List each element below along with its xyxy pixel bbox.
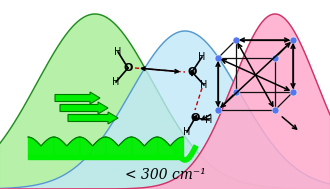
Text: H: H: [205, 115, 213, 125]
Text: H: H: [112, 77, 120, 87]
Text: O: O: [187, 67, 197, 77]
Text: H: H: [200, 80, 208, 90]
Text: O: O: [123, 63, 133, 73]
Text: H: H: [198, 52, 206, 62]
FancyArrow shape: [60, 102, 108, 114]
Text: O: O: [190, 113, 200, 123]
Text: < 300 cm⁻¹: < 300 cm⁻¹: [124, 168, 206, 182]
Text: H: H: [114, 47, 122, 57]
Text: H: H: [183, 127, 191, 137]
FancyArrow shape: [55, 92, 100, 104]
FancyArrow shape: [68, 112, 118, 124]
